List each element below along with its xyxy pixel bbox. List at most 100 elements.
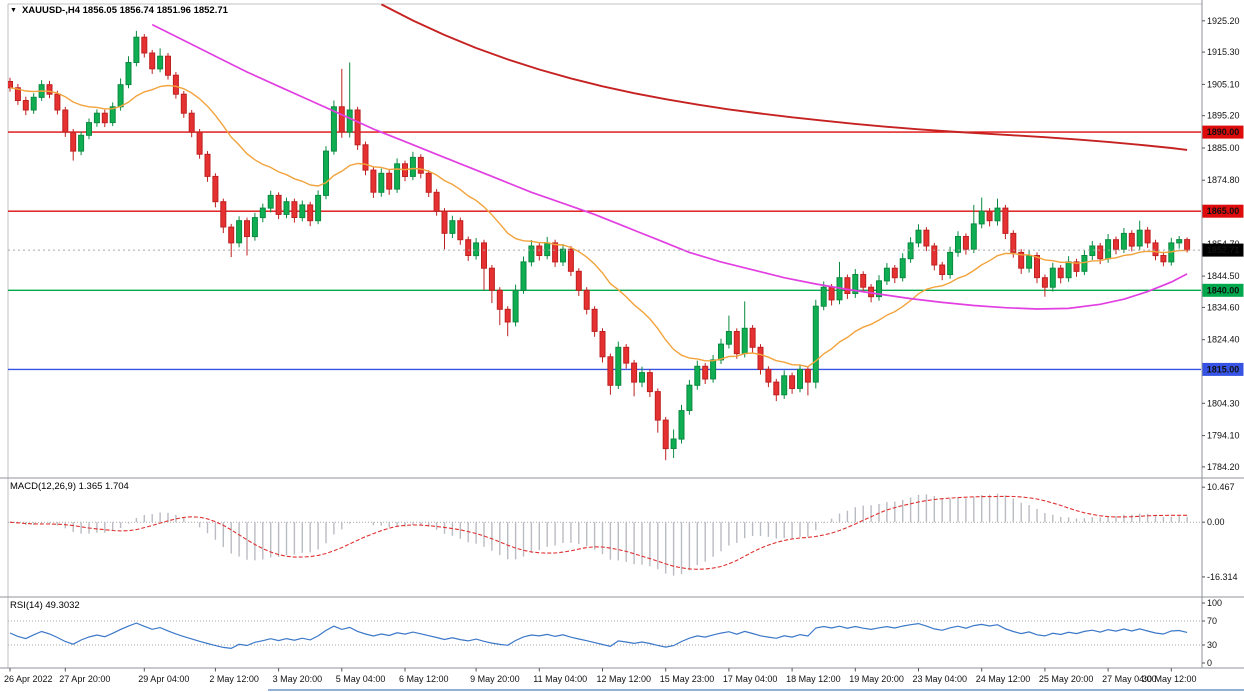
macd-histogram-bar (909, 497, 912, 523)
candle-body (1184, 239, 1191, 251)
macd-histogram-bar (1012, 498, 1014, 523)
candle-body (599, 331, 606, 358)
macd-histogram-bar (80, 522, 82, 534)
macd-histogram-bar (159, 512, 161, 523)
macd-histogram-bar (1115, 516, 1117, 523)
macd-histogram-bar (925, 494, 928, 523)
candle-body (1057, 267, 1064, 279)
macd-histogram-bar (744, 522, 746, 539)
macd-histogram-bar (649, 522, 651, 567)
candle-body (1105, 239, 1112, 260)
macd-histogram-bar (625, 522, 627, 562)
candle-body (172, 74, 179, 95)
candle-body (939, 264, 946, 275)
macd-histogram-bar (56, 522, 59, 526)
candle-body (46, 84, 53, 95)
macd-histogram-bar (1107, 516, 1109, 523)
candle-body (797, 368, 803, 389)
macd-histogram-bar (364, 522, 367, 523)
macd-histogram-bar (277, 522, 280, 557)
time-axis-label: 27 Apr 20:00 (59, 674, 110, 684)
candle-body (670, 438, 677, 449)
macd-histogram-bar (807, 522, 809, 537)
macd-histogram-bar (206, 522, 209, 534)
ma-slow-line (380, 4, 1188, 151)
macd-histogram-bar (1020, 502, 1022, 523)
macd-histogram-bar (680, 522, 683, 575)
macd-histogram-bar (301, 522, 303, 553)
macd-histogram-bar (609, 522, 612, 560)
macd-histogram-bar (973, 496, 975, 523)
macd-histogram-bar (309, 522, 311, 553)
macd-histogram-bar (1028, 505, 1030, 523)
macd-histogram-bar (420, 522, 422, 526)
candle-body (307, 204, 314, 222)
macd-histogram-bar (396, 522, 398, 527)
candle-body (773, 381, 780, 396)
candle-body (891, 267, 898, 279)
candle-body (567, 248, 574, 272)
macd-histogram-bar (246, 522, 248, 560)
rsi-indicator-label: RSI(14) 49.3032 (10, 600, 80, 611)
candle-body (291, 201, 298, 218)
macd-histogram-bar (428, 522, 430, 527)
candle-body (1049, 267, 1056, 288)
candle-body (275, 194, 282, 215)
macd-histogram-bar (293, 522, 296, 555)
macd-histogram-bar (1154, 515, 1157, 523)
candle-body (828, 286, 835, 301)
time-axis-label: 15 May 23:00 (660, 674, 715, 684)
macd-histogram-bar (751, 522, 754, 536)
macd-axis-label: -16.314 (1207, 572, 1238, 582)
macd-histogram-bar (704, 522, 706, 562)
candle-body (899, 258, 906, 279)
macd-histogram-bar (1131, 514, 1133, 523)
macd-histogram-bar (230, 522, 232, 554)
macd-histogram-bar (48, 522, 51, 525)
candle-body (1097, 245, 1104, 260)
price-axis-label: 1915.30 (1207, 47, 1240, 57)
candle-body (70, 131, 77, 152)
candle-body (725, 331, 732, 345)
price-axis-label: 1895.20 (1207, 111, 1240, 121)
macd-histogram-bar (791, 522, 793, 539)
candle-body (915, 229, 922, 244)
macd-histogram-bar (688, 522, 691, 571)
candle-body (947, 251, 954, 275)
chart-menu-icon[interactable]: ▼ (10, 7, 17, 14)
candle-body (741, 327, 748, 355)
candle-body (1144, 229, 1151, 244)
macd-histogram-bar (601, 522, 604, 555)
price-axis-label: 1804.30 (1207, 398, 1240, 408)
macd-histogram-bar (96, 522, 98, 533)
candle-body (354, 109, 361, 146)
macd-indicator-label: MACD(12,26,9) 1.365 1.704 (10, 481, 129, 492)
candle-body (876, 280, 882, 298)
macd-histogram-bar (404, 522, 406, 527)
price-axis-label: 1824.40 (1207, 335, 1240, 345)
candle-body (1136, 229, 1143, 247)
time-axis[interactable] (9, 668, 1172, 672)
candle-body (465, 239, 472, 256)
candle-body (196, 131, 203, 155)
macd-histogram-bar (957, 497, 959, 523)
candle-body (236, 220, 243, 244)
macd-histogram-bar (1162, 516, 1165, 523)
price-badge-1890.00 (1202, 125, 1244, 139)
candle-body (994, 207, 1001, 222)
candle-body (267, 194, 274, 209)
candle-body (165, 55, 171, 76)
candle-body (1081, 255, 1088, 272)
candle-body (1128, 232, 1135, 247)
candle-body (212, 175, 219, 203)
price-axis-label: 1925.20 (1207, 16, 1240, 26)
macd-panel (8, 493, 1201, 576)
macd-histogram-bar (507, 522, 509, 560)
macd-histogram-bar (988, 494, 991, 523)
candle-body (552, 242, 559, 263)
time-axis-label: 12 May 12:00 (597, 674, 652, 684)
candle-body (473, 242, 480, 257)
price-axis-label: 1905.10 (1207, 79, 1240, 89)
